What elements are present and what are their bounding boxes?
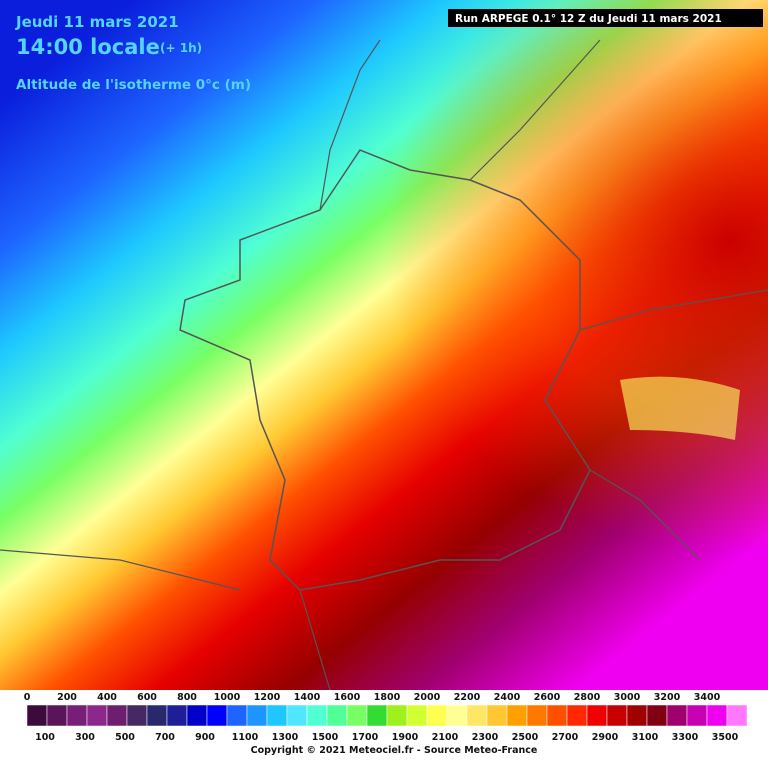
- legend-swatch: [566, 704, 588, 727]
- legend-bottom-label: 1100: [232, 732, 259, 743]
- legend-top-label: 1000: [214, 692, 241, 703]
- legend-swatch: [526, 704, 548, 727]
- offset-label: (+ 1h): [160, 41, 202, 55]
- run-box: [448, 9, 763, 27]
- legend: 0 200 400 600 800 1000 1200 1400 1600 1800 2000 220…: [24, 692, 748, 743]
- legend-swatch: [646, 704, 668, 727]
- legend-swatch: [26, 704, 48, 727]
- legend-swatch: [726, 704, 748, 727]
- legend-swatch: [346, 704, 368, 727]
- legend-swatch: [666, 704, 688, 727]
- legend-bottom-label: 3100: [632, 732, 659, 743]
- legend-bottom-label: 2900: [592, 732, 619, 743]
- legend-swatch: [486, 704, 508, 727]
- legend-top-label: 600: [137, 692, 157, 703]
- legend-swatch: [86, 704, 108, 727]
- legend-swatch: [106, 704, 128, 727]
- legend-bottom-label: 900: [195, 732, 215, 743]
- date-label: Jeudi 11 mars 2021: [15, 13, 179, 31]
- legend-swatch: [706, 704, 728, 727]
- legend-swatch: [226, 704, 248, 727]
- legend-swatch: [146, 704, 168, 727]
- legend-top-label: 400: [97, 692, 117, 703]
- legend-swatch: [606, 704, 628, 727]
- legend-swatch: [306, 704, 328, 727]
- legend-swatch: [246, 704, 268, 727]
- legend-bottom-label: 700: [155, 732, 175, 743]
- legend-swatch: [126, 704, 148, 727]
- legend-area: [0, 690, 768, 768]
- country-borders: [0, 39, 768, 691]
- legend-top-label: 1800: [374, 692, 401, 703]
- legend-swatch: [466, 704, 488, 727]
- legend-bottom-label: 1500: [312, 732, 339, 743]
- legend-top-label: 0: [24, 692, 31, 703]
- legend-swatch: [66, 704, 88, 727]
- copyright: Copyright © 2021 Meteociel.fr - Source M…: [251, 745, 538, 756]
- legend-bottom-label: 300: [75, 732, 95, 743]
- legend-swatch: [426, 704, 448, 727]
- legend-bottom-label: 1700: [352, 732, 379, 743]
- legend-bottom-label: 500: [115, 732, 135, 743]
- legend-swatch: [206, 704, 228, 727]
- legend-top-label: 1200: [254, 692, 281, 703]
- legend-swatch: [46, 704, 68, 727]
- legend-swatch: [166, 704, 188, 727]
- alps-anomaly: [620, 376, 740, 440]
- legend-bottom-label: 1300: [272, 732, 299, 743]
- legend-bottom-label: 2100: [432, 732, 459, 743]
- legend-swatch: [546, 704, 568, 727]
- legend-bottom-label: 2500: [512, 732, 539, 743]
- legend-top-label: 2600: [534, 692, 561, 703]
- legend-swatch: [506, 704, 528, 727]
- legend-swatch: [686, 704, 708, 727]
- legend-bottom-label: 2300: [472, 732, 499, 743]
- legend-swatch: [586, 704, 608, 727]
- legend-swatch: [286, 704, 308, 727]
- legend-top-label: 2800: [574, 692, 601, 703]
- legend-swatch: [366, 704, 388, 727]
- run-label: Run ARPEGE 0.1° 12 Z du Jeudi 11 mars 20…: [455, 13, 722, 25]
- variable-label: Altitude de l'isotherme 0°c (m): [16, 77, 251, 93]
- legend-bottom-label: 3500: [712, 732, 739, 743]
- isotherm-field-east: [0, 0, 768, 690]
- france-border: [179, 149, 591, 591]
- legend-top-label: 1600: [334, 692, 361, 703]
- legend-top-label: 800: [177, 692, 197, 703]
- legend-top-label: 2200: [454, 692, 481, 703]
- legend-swatch: [446, 704, 468, 727]
- legend-top-label: 2400: [494, 692, 521, 703]
- legend-bottom-label: 3300: [672, 732, 699, 743]
- legend-top-label: 3400: [694, 692, 721, 703]
- legend-swatch: [626, 704, 648, 727]
- time-label: 14:00 locale: [16, 35, 160, 59]
- legend-swatch: [386, 704, 408, 727]
- legend-swatch: [186, 704, 208, 727]
- legend-bottom-label: 1900: [392, 732, 419, 743]
- legend-top-label: 3000: [614, 692, 641, 703]
- legend-swatch: [406, 704, 428, 727]
- legend-top-label: 3200: [654, 692, 681, 703]
- legend-bottom-label: 2700: [552, 732, 579, 743]
- legend-bottom-label: 100: [35, 732, 55, 743]
- legend-swatch: [326, 704, 348, 727]
- legend-top-label: 200: [57, 692, 77, 703]
- legend-swatch: [266, 704, 288, 727]
- legend-top-label: 1400: [294, 692, 321, 703]
- legend-top-label: 2000: [414, 692, 441, 703]
